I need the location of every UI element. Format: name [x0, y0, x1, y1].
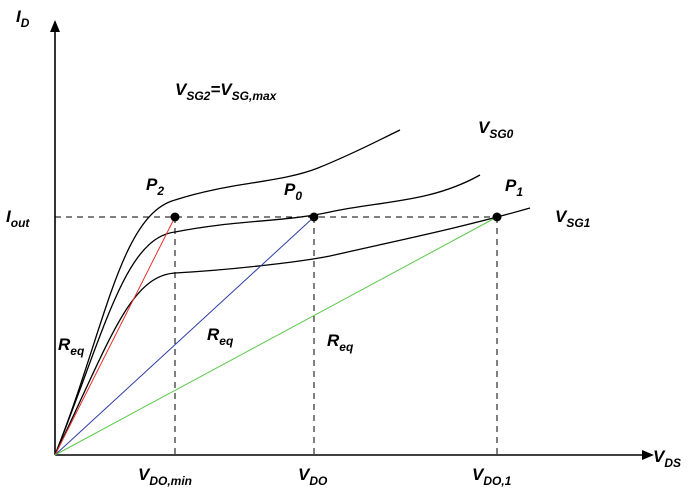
vdo-min-label: VDO,min — [138, 465, 192, 488]
point-p2-dot — [170, 212, 180, 222]
x-axis-label: VDS — [653, 447, 681, 470]
req-red-label: Req — [58, 335, 85, 358]
point-p2-label: P2 — [146, 175, 164, 198]
curve-vsg1 — [54, 207, 531, 456]
vsg1-label: VSG1 — [555, 207, 591, 230]
curve-vsg0 — [54, 174, 481, 456]
y-axis-label: ID — [16, 7, 30, 30]
req-line-red — [54, 216, 176, 456]
point-p1-label: P1 — [505, 176, 523, 199]
curve-vsg-max — [54, 129, 401, 456]
iout-label: Iout — [6, 207, 30, 230]
req-line-green — [54, 216, 498, 456]
req-line-blue — [54, 216, 315, 456]
point-p1-dot — [492, 212, 502, 222]
req-blue-label: Req — [207, 325, 234, 348]
point-p0-dot — [309, 212, 319, 222]
vsg2-label: VSG2=VSG,max — [175, 80, 278, 103]
vdo-1-label: VDO,1 — [472, 465, 512, 488]
point-p0-label: P0 — [284, 180, 302, 203]
req-green-label: Req — [327, 331, 354, 354]
vsg0-label: VSG0 — [478, 118, 514, 141]
vdo-label: VDO — [298, 465, 328, 488]
